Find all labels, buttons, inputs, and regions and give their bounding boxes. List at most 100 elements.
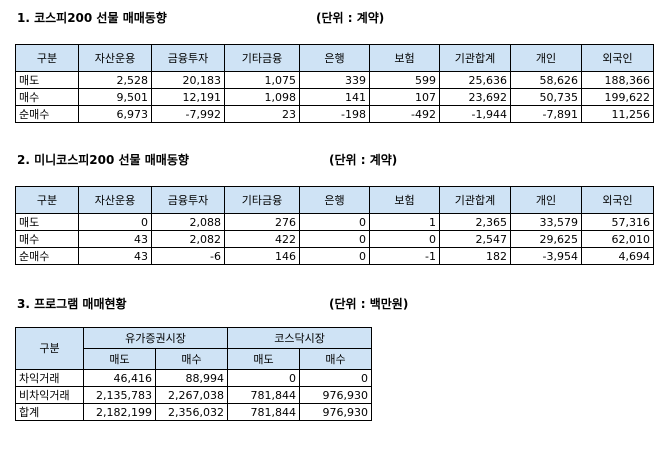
table-cell: 146 — [224, 247, 300, 265]
table-cell: 2,135,783 — [83, 386, 156, 404]
table-cell: 976,930 — [299, 403, 373, 421]
table-cell: -7,992 — [151, 105, 225, 123]
table-cell: 58,626 — [510, 71, 582, 89]
table-header-row: 구분 자산운용 금융투자 기타금융 은행 보험 기관합계 개인 외국인 — [15, 186, 654, 214]
table-cell: 1,075 — [224, 71, 300, 89]
section3-unit: (단위 : 백만원) — [329, 297, 409, 311]
table-cell: -3,954 — [510, 247, 582, 265]
table-cell: 2,088 — [151, 213, 225, 231]
table-cell: 0 — [369, 230, 440, 248]
column-header: 자산운용 — [78, 186, 152, 214]
row-label: 매수 — [15, 88, 79, 106]
table-cell: 0 — [78, 213, 152, 231]
table-cell: 43 — [78, 247, 152, 265]
row-label: 순매수 — [15, 105, 79, 123]
section2-unit: (단위 : 계약) — [329, 153, 398, 167]
table-cell: 46,416 — [83, 369, 156, 387]
table-cell: -6 — [151, 247, 225, 265]
table-row: 순매수 43 -6 146 0 -1 182 -3,954 4,694 — [15, 247, 654, 265]
column-header: 은행 — [299, 186, 370, 214]
program-trading-table: 구분 유가증권시장 코스닥시장 매도 매수 매도 매수 차익거래 46,416 88… — [15, 327, 373, 421]
column-header: 구분 — [15, 44, 79, 72]
mini-kospi200-futures-table: 구분 자산운용 금융투자 기타금융 은행 보험 기관합계 개인 외국인 매도 0 2,088 276 0… — [15, 186, 654, 265]
subheader-cell: 매수 — [299, 348, 373, 370]
section1-title: 1. 코스피200 선물 매매동향 — [17, 11, 167, 25]
table-cell: 0 — [227, 369, 301, 387]
table-cell: 57,316 — [581, 213, 654, 231]
table-cell: -7,891 — [510, 105, 582, 123]
column-header: 보험 — [369, 44, 440, 72]
table-cell: 199,622 — [581, 88, 654, 106]
subheader-cell: 매도 — [83, 348, 156, 370]
table-cell: 0 — [299, 369, 373, 387]
column-header: 금융투자 — [151, 186, 225, 214]
table-cell: -492 — [369, 105, 440, 123]
table-cell: 0 — [299, 230, 370, 248]
table-cell: 781,844 — [227, 403, 301, 421]
table-cell: -1,944 — [439, 105, 511, 123]
column-header: 기관합계 — [439, 44, 511, 72]
table-row: 매수 43 2,082 422 0 0 2,547 29,625 62,010 — [15, 230, 654, 248]
table-cell: 107 — [369, 88, 440, 106]
table-cell: 2,082 — [151, 230, 225, 248]
group-header-kosdaq-market: 코스닥시장 — [227, 327, 373, 349]
table-cell: 188,366 — [581, 71, 654, 89]
column-header: 외국인 — [581, 186, 654, 214]
column-header: 기타금융 — [224, 186, 300, 214]
table-row: 합계 2,182,199 2,356,032 781,844 976,930 — [15, 403, 373, 421]
table-cell: 976,930 — [299, 386, 373, 404]
table-cell: 599 — [369, 71, 440, 89]
table-cell: 182 — [439, 247, 511, 265]
table-cell: 2,365 — [439, 213, 511, 231]
table-cell: 0 — [299, 213, 370, 231]
section2-title: 2. 미니코스피200 선물 매매동향 — [17, 153, 189, 167]
row-label: 순매수 — [15, 247, 79, 265]
table-cell: 11,256 — [581, 105, 654, 123]
table-cell: 2,182,199 — [83, 403, 156, 421]
table-cell: 9,501 — [78, 88, 152, 106]
table-row: 매수 9,501 12,191 1,098 141 107 23,692 50,735 199,… — [15, 88, 654, 106]
table-subheader-row: 매도 매수 매도 매수 — [16, 348, 373, 370]
row-label: 매도 — [15, 71, 79, 89]
column-header: 개인 — [510, 186, 582, 214]
table-cell: 339 — [299, 71, 370, 89]
table-cell: 4,694 — [581, 247, 654, 265]
table-cell: 2,547 — [439, 230, 511, 248]
table-cell: 0 — [299, 247, 370, 265]
table-cell: 20,183 — [151, 71, 225, 89]
row-label: 비차익거래 — [15, 386, 84, 404]
column-header: 기관합계 — [439, 186, 511, 214]
table-cell: 276 — [224, 213, 300, 231]
table-group-header-row: 구분 유가증권시장 코스닥시장 — [15, 327, 373, 370]
table-row: 매도 0 2,088 276 0 1 2,365 33,579 57,316 — [15, 213, 654, 231]
table-row: 비차익거래 2,135,783 2,267,038 781,844 976,930 — [15, 386, 373, 404]
table-cell: 43 — [78, 230, 152, 248]
subheader-cell: 매수 — [154, 348, 229, 370]
column-header: 기타금융 — [224, 44, 300, 72]
table-cell: 6,973 — [78, 105, 152, 123]
kospi200-futures-table: 구분 자산운용 금융투자 기타금융 은행 보험 기관합계 개인 외국인 매도 2,528 20,18… — [15, 44, 654, 123]
column-header: 구분 — [15, 186, 79, 214]
table-header-row: 구분 자산운용 금융투자 기타금융 은행 보험 기관합계 개인 외국인 — [15, 44, 654, 72]
table-cell: 1,098 — [224, 88, 300, 106]
section3-title: 3. 프로그램 매매현황 — [17, 297, 127, 311]
subheader-cell: 매도 — [227, 348, 301, 370]
table-cell: 1 — [369, 213, 440, 231]
table-row: 매도 2,528 20,183 1,075 339 599 25,636 58,626 188,… — [15, 71, 654, 89]
section1-unit: (단위 : 계약) — [316, 11, 385, 25]
corner-header: 구분 — [15, 327, 84, 370]
table-cell: -1 — [369, 247, 440, 265]
row-label: 매도 — [15, 213, 79, 231]
table-row: 순매수 6,973 -7,992 23 -198 -492 -1,944 -7,891 11,2… — [15, 105, 654, 123]
table-cell: 422 — [224, 230, 300, 248]
column-header: 보험 — [369, 186, 440, 214]
column-header: 외국인 — [581, 44, 654, 72]
table-cell: 12,191 — [151, 88, 225, 106]
column-header: 금융투자 — [151, 44, 225, 72]
table-cell: 62,010 — [581, 230, 654, 248]
table-cell: 23 — [224, 105, 300, 123]
table-cell: 25,636 — [439, 71, 511, 89]
row-label: 합계 — [15, 403, 84, 421]
table-cell: 2,528 — [78, 71, 152, 89]
column-header: 은행 — [299, 44, 370, 72]
